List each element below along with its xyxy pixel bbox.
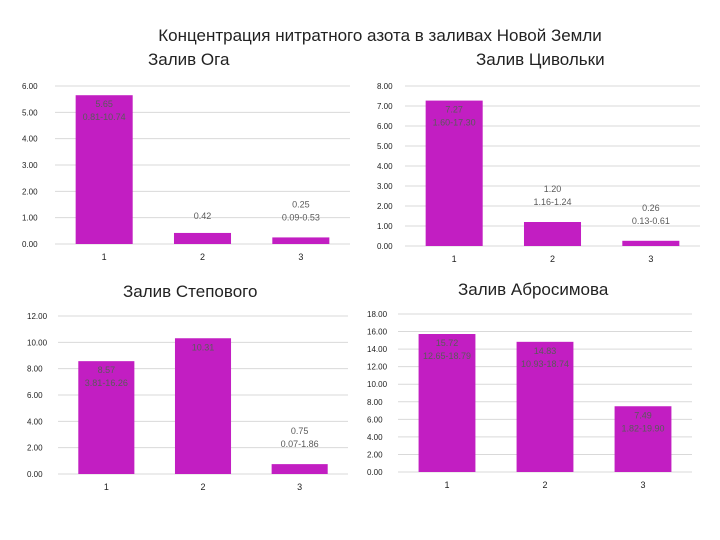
y-tick-label-tsivolki: 1.00 <box>377 222 393 231</box>
data-label-tsivolki-3: 0.26 <box>642 203 660 213</box>
range-label-oga-1: 0.81-10.74 <box>83 112 126 122</box>
y-tick-label-abrosimova: 0.00 <box>367 468 383 477</box>
y-tick-label-stepovogo: 8.00 <box>27 365 43 374</box>
data-label-abrosimova-3: 7.49 <box>634 410 652 420</box>
y-tick-label-abrosimova: 6.00 <box>367 415 383 424</box>
y-tick-label-abrosimova: 18.00 <box>367 310 388 319</box>
y-tick-label-oga: 3.00 <box>22 161 38 170</box>
y-tick-label-stepovogo: 0.00 <box>27 470 43 479</box>
bar-stepovogo-2 <box>174 338 232 474</box>
y-tick-label-oga: 1.00 <box>22 214 38 223</box>
y-tick-label-oga: 4.00 <box>22 135 38 144</box>
range-label-abrosimova-1: 12.65-18.79 <box>423 351 471 361</box>
x-tick-label-abrosimova: 2 <box>542 480 547 490</box>
y-tick-label-tsivolki: 6.00 <box>377 122 393 131</box>
chart-title-abrosimova: Залив Абросимова <box>458 280 609 299</box>
y-tick-label-tsivolki: 7.00 <box>377 102 393 111</box>
data-label-abrosimova-1: 15.72 <box>436 338 459 348</box>
data-label-stepovogo-2: 10.31 <box>192 342 215 352</box>
x-tick-label-oga: 1 <box>102 252 107 262</box>
y-tick-label-oga: 5.00 <box>22 108 38 117</box>
range-label-tsivolki-2: 1.16-1.24 <box>533 197 571 207</box>
y-tick-label-abrosimova: 14.00 <box>367 345 388 354</box>
main-title: Концентрация нитратного азота в заливах … <box>158 26 602 45</box>
bar-tsivolki-3 <box>622 240 680 246</box>
range-label-oga-3: 0.09-0.53 <box>282 212 320 222</box>
range-label-stepovogo-1: 3.81-16.26 <box>85 378 128 388</box>
bar-abrosimova-1 <box>418 334 476 472</box>
bar-stepovogo-1 <box>78 361 135 474</box>
chart-title-stepovogo: Залив Степового <box>123 282 258 301</box>
y-tick-label-tsivolki: 0.00 <box>377 242 393 251</box>
range-label-tsivolki-3: 0.13-0.61 <box>632 216 670 226</box>
y-tick-label-tsivolki: 4.00 <box>377 162 393 171</box>
data-label-stepovogo-3: 0.75 <box>291 426 309 436</box>
y-tick-label-tsivolki: 3.00 <box>377 182 393 191</box>
x-tick-label-stepovogo: 3 <box>297 482 302 492</box>
range-label-tsivolki-1: 1.60-17.30 <box>433 118 476 128</box>
y-tick-label-abrosimova: 2.00 <box>367 450 383 459</box>
y-tick-label-oga: 0.00 <box>22 240 38 249</box>
x-tick-label-abrosimova: 1 <box>444 480 449 490</box>
x-tick-label-tsivolki: 2 <box>550 254 555 264</box>
data-label-stepovogo-1: 8.57 <box>98 365 116 375</box>
y-tick-label-stepovogo: 6.00 <box>27 391 43 400</box>
x-tick-label-abrosimova: 3 <box>640 480 645 490</box>
x-tick-label-oga: 3 <box>298 252 303 262</box>
x-tick-label-stepovogo: 2 <box>200 482 205 492</box>
data-label-oga-3: 0.25 <box>292 199 310 209</box>
y-tick-label-oga: 2.00 <box>22 187 38 196</box>
y-tick-label-abrosimova: 12.00 <box>367 363 388 372</box>
range-label-abrosimova-3: 1.82-19.90 <box>621 423 664 433</box>
y-tick-label-stepovogo: 12.00 <box>27 312 48 321</box>
x-tick-label-tsivolki: 3 <box>648 254 653 264</box>
bar-oga-2 <box>173 232 232 244</box>
bar-oga-3 <box>272 237 330 244</box>
bar-abrosimova-3 <box>614 406 672 472</box>
y-tick-label-abrosimova: 4.00 <box>367 433 383 442</box>
y-tick-label-tsivolki: 2.00 <box>377 202 393 211</box>
data-label-abrosimova-2: 14.83 <box>534 346 557 356</box>
data-label-tsivolki-1: 7.27 <box>445 105 463 115</box>
bar-tsivolki-1 <box>425 100 483 246</box>
x-tick-label-oga: 2 <box>200 252 205 262</box>
chart-title-tsivolki: Залив Цивольки <box>476 50 605 69</box>
data-label-tsivolki-2: 1.20 <box>544 184 562 194</box>
y-tick-label-abrosimova: 8.00 <box>367 398 383 407</box>
bar-abrosimova-2 <box>516 341 574 472</box>
bar-tsivolki-2 <box>523 222 582 246</box>
y-tick-label-stepovogo: 10.00 <box>27 338 48 347</box>
bar-oga-1 <box>75 95 133 244</box>
bar-stepovogo-3 <box>271 464 328 474</box>
range-label-stepovogo-3: 0.07-1.86 <box>281 439 319 449</box>
range-label-abrosimova-2: 10.93-18.74 <box>521 359 569 369</box>
y-tick-label-abrosimova: 10.00 <box>367 380 388 389</box>
x-tick-label-tsivolki: 1 <box>452 254 457 264</box>
x-tick-label-stepovogo: 1 <box>104 482 109 492</box>
y-tick-label-abrosimova: 16.00 <box>367 328 388 337</box>
y-tick-label-oga: 6.00 <box>22 82 38 91</box>
y-tick-label-stepovogo: 2.00 <box>27 444 43 453</box>
data-label-oga-2: 0.42 <box>194 211 212 221</box>
y-tick-label-tsivolki: 5.00 <box>377 142 393 151</box>
chart-title-oga: Залив Ога <box>148 50 230 69</box>
y-tick-label-tsivolki: 8.00 <box>377 82 393 91</box>
data-label-oga-1: 5.65 <box>95 99 113 109</box>
y-tick-label-stepovogo: 4.00 <box>27 417 43 426</box>
